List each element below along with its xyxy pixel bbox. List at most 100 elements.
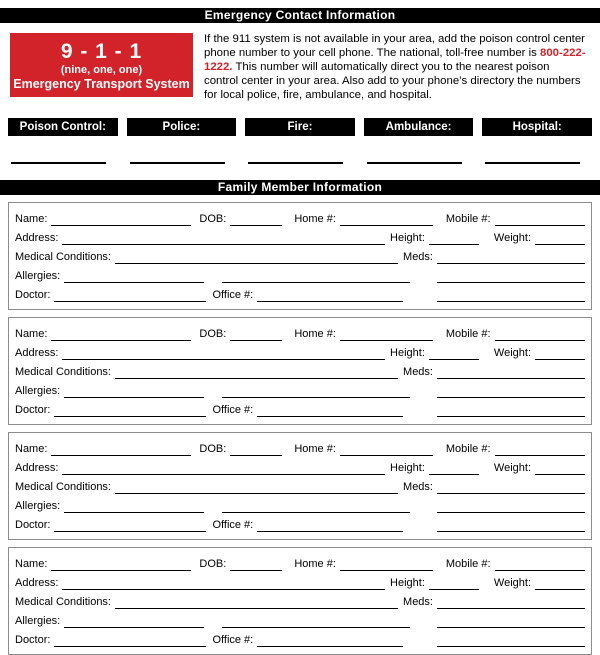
meds-continuation-line-2[interactable]: [437, 290, 585, 302]
meds-continuation-line[interactable]: [437, 271, 585, 283]
name-field-line[interactable]: [51, 329, 192, 341]
dob-field-line[interactable]: [230, 559, 283, 571]
home-phone-field-line[interactable]: [339, 329, 433, 341]
allergies-continuation-line[interactable]: [222, 271, 411, 283]
doctor-row: Doctor: Office #:: [15, 400, 585, 419]
mobile-phone-field-line[interactable]: [494, 214, 585, 226]
allergies-field-line[interactable]: [64, 271, 205, 283]
allergies-label: Allergies:: [15, 384, 61, 397]
doctor-field-line[interactable]: [54, 290, 207, 302]
meds-continuation-line[interactable]: [437, 501, 585, 513]
address-field-line[interactable]: [62, 463, 386, 475]
dob-field-line[interactable]: [230, 444, 283, 456]
mobile-phone-field-line[interactable]: [494, 444, 585, 456]
paragraph-text: This number will automatically direct yo…: [204, 60, 581, 101]
meds-continuation-line[interactable]: [437, 616, 585, 628]
police-field-line[interactable]: [129, 161, 225, 164]
allergies-continuation-line[interactable]: [222, 501, 411, 513]
address-field-line[interactable]: [62, 233, 386, 245]
name-field-line[interactable]: [51, 444, 192, 456]
weight-field-line[interactable]: [535, 233, 585, 245]
meds-field-line[interactable]: [437, 252, 585, 264]
allergies-field-line[interactable]: [64, 386, 205, 398]
ambulance-label-box: Ambulance:: [363, 117, 474, 136]
home-phone-field-line[interactable]: [339, 444, 433, 456]
office-phone-field-line[interactable]: [257, 635, 404, 647]
meds-continuation-line-2[interactable]: [437, 635, 585, 647]
allergies-label: Allergies:: [15, 614, 61, 627]
hospital-field-line[interactable]: [485, 161, 581, 164]
medical-conditions-row: Medical Conditions: Meds:: [15, 362, 585, 381]
fire-field-line[interactable]: [248, 161, 344, 164]
mobile-phone-label: Mobile #:: [445, 442, 491, 455]
height-label: Height:: [390, 576, 425, 589]
name-label: Name:: [15, 442, 48, 455]
home-phone-field-line[interactable]: [339, 214, 433, 226]
mobile-phone-field-line[interactable]: [494, 559, 585, 571]
weight-field-line[interactable]: [535, 463, 585, 475]
height-field-line[interactable]: [428, 463, 479, 475]
allergies-field-line[interactable]: [64, 501, 205, 513]
poison-control-field-line[interactable]: [11, 161, 106, 164]
meds-continuation-line-2[interactable]: [437, 520, 585, 532]
name-row: Name: DOB: Home #: Mobile #:: [15, 324, 585, 343]
paragraph-text: If the 911 system is not available in yo…: [204, 33, 585, 59]
allergies-label: Allergies:: [15, 499, 61, 512]
doctor-row: Doctor: Office #:: [15, 630, 585, 649]
family-section-title: Family Member Information: [0, 179, 600, 195]
mobile-phone-field-line[interactable]: [494, 329, 585, 341]
name-row: Name: DOB: Home #: Mobile #:: [15, 439, 585, 458]
dob-label: DOB:: [199, 557, 227, 570]
allergies-continuation-line[interactable]: [222, 386, 411, 398]
name-field-line[interactable]: [51, 559, 192, 571]
weight-field-line[interactable]: [535, 578, 585, 590]
ambulance-field-line[interactable]: [366, 161, 462, 164]
dob-field-line[interactable]: [230, 329, 283, 341]
meds-field-line[interactable]: [437, 482, 585, 494]
meds-continuation-line-2[interactable]: [437, 405, 585, 417]
doctor-field-line[interactable]: [54, 520, 207, 532]
meds-label: Meds:: [403, 365, 433, 378]
medical-conditions-field-line[interactable]: [115, 367, 399, 379]
911-words: (nine, one, one): [60, 64, 143, 76]
height-field-line[interactable]: [428, 348, 479, 360]
meds-field-line[interactable]: [437, 367, 585, 379]
office-phone-field-line[interactable]: [257, 405, 404, 417]
office-phone-field-line[interactable]: [257, 520, 404, 532]
hospital-label-box: Hospital:: [482, 117, 592, 136]
medical-conditions-field-line[interactable]: [115, 252, 399, 264]
office-phone-field-line[interactable]: [257, 290, 404, 302]
height-field-line[interactable]: [428, 233, 479, 245]
dob-field-line[interactable]: [230, 214, 283, 226]
emergency-contacts-fill-lines: [8, 161, 592, 164]
address-label: Address:: [15, 231, 59, 244]
family-member-block: Name: DOB: Home #: Mobile #: Address: He…: [8, 201, 592, 310]
allergies-field-line[interactable]: [64, 616, 205, 628]
address-row: Address: Height: Weight:: [15, 343, 585, 362]
medical-conditions-row: Medical Conditions: Meds:: [15, 477, 585, 496]
height-field-line[interactable]: [428, 578, 479, 590]
doctor-field-line[interactable]: [54, 405, 207, 417]
meds-field-line[interactable]: [437, 597, 585, 609]
weight-field-line[interactable]: [535, 348, 585, 360]
medical-conditions-field-line[interactable]: [115, 597, 399, 609]
name-field-line[interactable]: [51, 214, 192, 226]
home-phone-field-line[interactable]: [339, 559, 433, 571]
medical-conditions-label: Medical Conditions:: [15, 365, 111, 378]
address-field-line[interactable]: [62, 578, 386, 590]
emergency-contacts-labels: Poison Control: Police: Fire: Ambulance:…: [8, 117, 592, 136]
address-field-line[interactable]: [62, 348, 386, 360]
name-label: Name:: [15, 327, 48, 340]
dob-label: DOB:: [199, 327, 227, 340]
meds-label: Meds:: [403, 250, 433, 263]
medical-conditions-label: Medical Conditions:: [15, 595, 111, 608]
medical-conditions-field-line[interactable]: [115, 482, 399, 494]
medical-conditions-label: Medical Conditions:: [15, 250, 111, 263]
doctor-label: Doctor:: [15, 633, 51, 646]
allergies-continuation-line[interactable]: [222, 616, 411, 628]
name-row: Name: DOB: Home #: Mobile #:: [15, 209, 585, 228]
weight-label: Weight:: [493, 231, 531, 244]
doctor-field-line[interactable]: [54, 635, 207, 647]
meds-continuation-line[interactable]: [437, 386, 585, 398]
poison-control-label-box: Poison Control:: [8, 117, 118, 136]
